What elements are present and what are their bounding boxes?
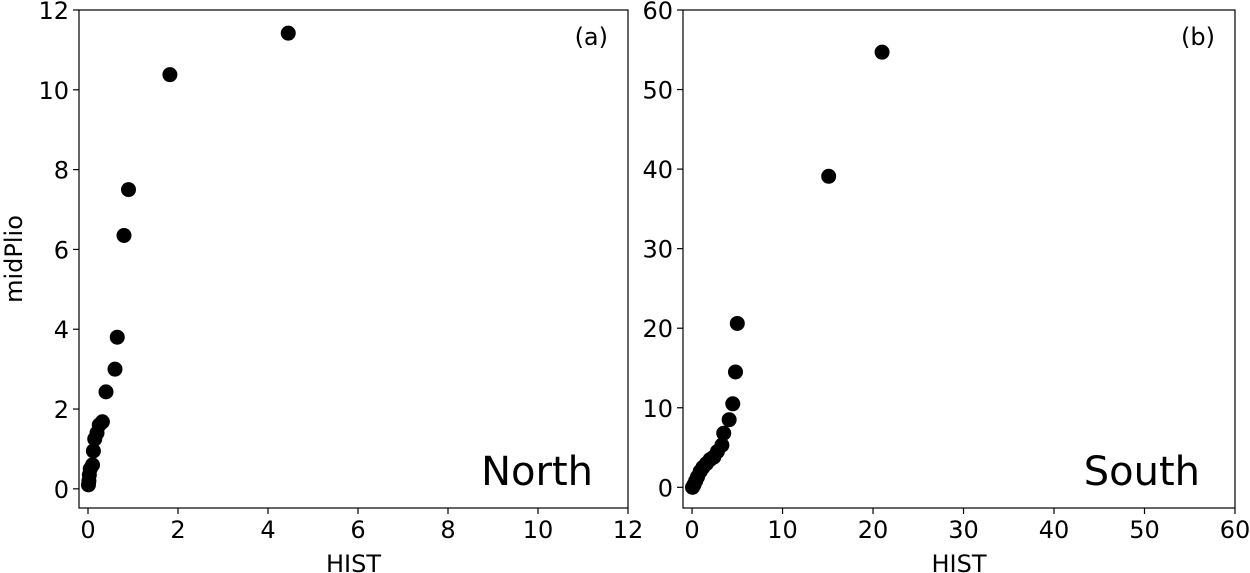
x-tick-label: 12 bbox=[613, 516, 644, 544]
point bbox=[727, 364, 743, 380]
y-tick-label: 8 bbox=[54, 157, 69, 185]
point bbox=[85, 443, 101, 459]
y-axis-label: midPlio bbox=[0, 215, 28, 303]
x-tick-label: 30 bbox=[948, 516, 979, 544]
y-tick-label: 2 bbox=[54, 396, 69, 424]
x-tick-label: 2 bbox=[170, 516, 185, 544]
region-label: South bbox=[1084, 449, 1200, 495]
point bbox=[725, 396, 741, 412]
point bbox=[716, 425, 732, 441]
axes-frame bbox=[682, 9, 1236, 509]
x-tick-label: 0 bbox=[80, 516, 95, 544]
point bbox=[121, 182, 136, 198]
point bbox=[98, 384, 114, 400]
y-tick-label: 6 bbox=[54, 236, 69, 264]
region-label: North bbox=[481, 449, 593, 495]
point bbox=[821, 168, 837, 184]
point bbox=[721, 412, 737, 428]
x-tick-label: 20 bbox=[858, 516, 889, 544]
axes-frame bbox=[78, 9, 629, 509]
y-tick-label: 10 bbox=[642, 395, 673, 423]
x-tick-label: 40 bbox=[1039, 516, 1070, 544]
point bbox=[729, 315, 745, 331]
x-tick-label: 6 bbox=[350, 516, 365, 544]
y-tick-label: 4 bbox=[54, 316, 69, 344]
point bbox=[107, 361, 123, 377]
y-tick-label: 12 bbox=[38, 0, 69, 25]
y-tick-label: 20 bbox=[642, 315, 673, 343]
point bbox=[162, 67, 178, 83]
x-tick-label: 8 bbox=[440, 516, 455, 544]
y-tick-label: 50 bbox=[642, 77, 673, 105]
y-tick-label: 10 bbox=[38, 77, 69, 105]
point bbox=[874, 44, 890, 60]
point bbox=[109, 329, 125, 345]
y-tick-label: 40 bbox=[642, 156, 673, 184]
y-tick-label: 60 bbox=[642, 0, 673, 25]
y-tick-label: 0 bbox=[54, 476, 69, 504]
panel-tag: (b) bbox=[1181, 23, 1215, 51]
x-tick-label: 4 bbox=[260, 516, 275, 544]
x-tick-label: 60 bbox=[1220, 516, 1250, 544]
x-tick-label: 10 bbox=[523, 516, 554, 544]
point bbox=[685, 479, 701, 495]
x-axis-label: HIST bbox=[326, 550, 381, 573]
x-tick-label: 0 bbox=[684, 516, 699, 544]
point bbox=[80, 477, 96, 493]
y-tick-label: 30 bbox=[642, 236, 673, 264]
x-tick-label: 10 bbox=[767, 516, 798, 544]
y-tick-label: 0 bbox=[658, 474, 673, 502]
point bbox=[280, 25, 296, 41]
point bbox=[87, 431, 103, 447]
x-axis-label: HIST bbox=[931, 550, 986, 573]
panel-tag: (a) bbox=[575, 23, 608, 51]
point bbox=[116, 227, 132, 243]
x-tick-label: 50 bbox=[1129, 516, 1160, 544]
